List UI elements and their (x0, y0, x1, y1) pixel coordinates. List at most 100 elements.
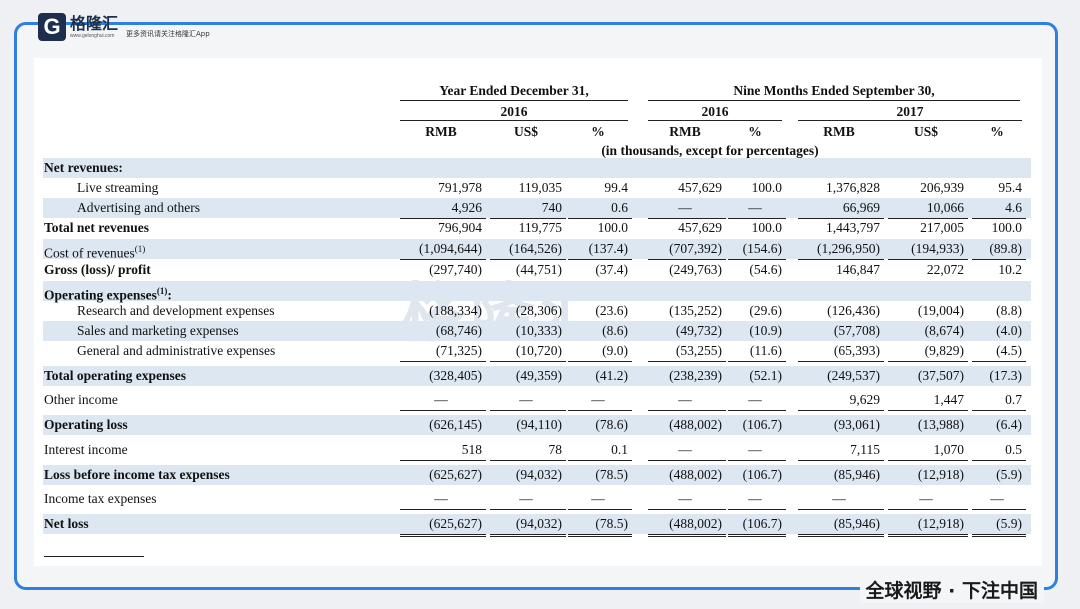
table-cell: — (919, 491, 933, 506)
label-suffix: : (167, 287, 172, 303)
cell-underline (648, 509, 726, 510)
row-label-text: Live streaming (77, 180, 159, 195)
row-label-text: Advertising and others (77, 200, 200, 215)
table-cell: (297,740) (429, 262, 482, 277)
table-cell: 10.2 (998, 262, 1022, 277)
row-label-text: Sales and marketing expenses (77, 323, 239, 338)
table-cell: (126,436) (827, 303, 880, 318)
row-label-text: Income tax expenses (44, 491, 157, 506)
row-band (43, 158, 1031, 178)
row-label: Operating loss (44, 417, 128, 433)
cell-double-underline (888, 534, 968, 537)
row-label: Research and development expenses (77, 303, 275, 319)
cell-underline (648, 410, 726, 411)
row-label: Live streaming (77, 180, 158, 196)
header-underline (400, 100, 628, 101)
table-cell: (626,145) (429, 417, 482, 432)
logo-tagline: 更多资讯请关注格隆汇App (126, 30, 210, 38)
table-cell: 119,035 (518, 180, 562, 195)
header-underline (648, 120, 782, 121)
table-cell: (9.0) (602, 343, 628, 358)
cell-underline (798, 509, 884, 510)
cell-underline (490, 259, 566, 260)
table-cell: (106.7) (742, 417, 782, 432)
header-year-2016: 2016 (500, 104, 528, 119)
cell-underline (490, 361, 566, 362)
table-cell: (68,746) (435, 323, 482, 338)
header-currency: RMB (669, 124, 701, 139)
table-cell: (328,405) (429, 368, 482, 383)
row-label-text: Other income (44, 392, 118, 407)
table-cell: 0.5 (1005, 442, 1022, 457)
table-cell: (10,333) (515, 323, 562, 338)
row-band (43, 321, 1031, 341)
table-cell: 457,629 (678, 180, 722, 195)
table-cell: 119,775 (518, 220, 562, 235)
row-label-text: Gross (loss)/ profit (44, 262, 151, 277)
cell-underline (888, 218, 968, 219)
row-label-text: Cost of revenues (44, 245, 135, 261)
footnote-marker: (1) (134, 244, 146, 254)
table-cell: (94,110) (516, 417, 562, 432)
row-label-text: Operating expenses (44, 287, 157, 303)
table-cell: 78 (548, 442, 563, 457)
cell-underline (648, 460, 726, 461)
cell-underline (648, 218, 726, 219)
table-cell: — (519, 491, 533, 506)
table-cell: 95.4 (998, 180, 1022, 195)
cell-underline (798, 259, 884, 260)
table-cell: 146,847 (836, 262, 880, 277)
table-cell: — (434, 392, 448, 407)
header-currency: US$ (913, 124, 938, 139)
table-cell: (13,988) (917, 417, 964, 432)
cell-underline (568, 218, 632, 219)
table-cell: (93,061) (833, 417, 880, 432)
table-cell: — (990, 491, 1004, 506)
table-cell: (65,393) (833, 343, 880, 358)
table-cell: (19,004) (917, 303, 964, 318)
cell-underline (400, 509, 486, 510)
cell-underline (798, 410, 884, 411)
table-cell: (188,334) (429, 303, 482, 318)
table-cell: (164,526) (509, 241, 562, 256)
table-cell: (488,002) (669, 516, 722, 531)
table-cell: — (678, 491, 692, 506)
table-cell: (37.4) (595, 262, 628, 277)
table-cell: (488,002) (669, 417, 722, 432)
cell-double-underline (400, 534, 486, 537)
header-nine-2016: 2016 (701, 104, 729, 119)
table-cell: (94,032) (515, 516, 562, 531)
table-cell: — (832, 491, 846, 506)
table-cell: (52.1) (749, 368, 782, 383)
table-cell: (37,507) (917, 368, 964, 383)
table-cell: (71,325) (435, 343, 482, 358)
table-cell: (625,627) (429, 467, 482, 482)
cell-underline (490, 509, 566, 510)
table-cell: (5.9) (996, 467, 1022, 482)
table-cell: (488,002) (669, 467, 722, 482)
logo-name: 格隆汇 (70, 14, 119, 33)
table-cell: — (678, 392, 692, 407)
table-cell: (249,763) (669, 262, 722, 277)
cell-underline (400, 410, 486, 411)
table-cell: (78.5) (595, 516, 628, 531)
table-cell: 22,072 (926, 262, 964, 277)
table-cell: (6.4) (996, 417, 1022, 432)
row-label-text: Operating loss (44, 417, 128, 432)
cell-underline (728, 218, 786, 219)
table-cell: 100.0 (751, 180, 782, 195)
table-cell: 457,629 (678, 220, 722, 235)
row-label: Loss before income tax expenses (44, 467, 230, 483)
cell-double-underline (490, 534, 566, 537)
header-year-ended: Year Ended December 31, (439, 83, 589, 98)
table-cell: 1,443,797 (826, 220, 880, 235)
slogan: 全球视野 · 下注中国 (859, 576, 1044, 603)
header-units-note: (in thousands, except for percentages) (601, 143, 819, 158)
cell-underline (728, 410, 786, 411)
cell-underline (568, 460, 632, 461)
logo-url: www.gelonghui.com (70, 33, 115, 39)
table-cell: 796,904 (438, 220, 482, 235)
table-cell: 0.6 (611, 200, 628, 215)
table-cell: 4.6 (1005, 200, 1022, 215)
row-label-text: Total net revenues (44, 220, 150, 235)
